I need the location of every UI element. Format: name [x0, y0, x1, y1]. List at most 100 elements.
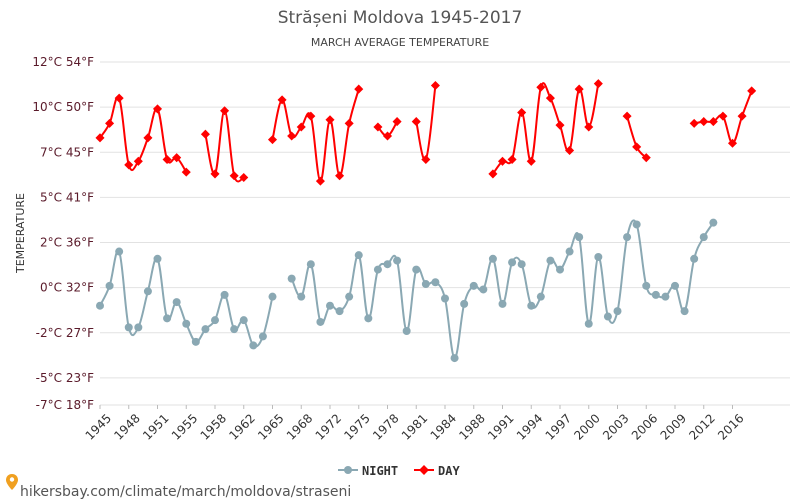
- night-point[interactable]: [412, 265, 421, 274]
- day-point[interactable]: [335, 171, 345, 181]
- day-point[interactable]: [124, 160, 134, 170]
- night-point[interactable]: [364, 314, 373, 323]
- day-point[interactable]: [152, 104, 163, 114]
- night-point[interactable]: [584, 319, 593, 328]
- day-point[interactable]: [565, 145, 575, 155]
- night-point[interactable]: [565, 247, 574, 256]
- night-point[interactable]: [201, 325, 210, 334]
- night-point[interactable]: [402, 326, 411, 335]
- night-point[interactable]: [460, 299, 469, 308]
- day-point[interactable]: [267, 135, 278, 145]
- day-point[interactable]: [632, 142, 642, 152]
- night-point[interactable]: [268, 292, 277, 301]
- legend-item-night[interactable]: NIGHT: [338, 464, 398, 478]
- night-point[interactable]: [690, 254, 699, 263]
- night-point[interactable]: [632, 220, 641, 229]
- day-point[interactable]: [488, 169, 498, 179]
- night-point[interactable]: [230, 325, 239, 334]
- day-point[interactable]: [747, 86, 757, 96]
- night-point[interactable]: [153, 254, 162, 263]
- night-point[interactable]: [239, 316, 248, 325]
- night-point[interactable]: [345, 292, 354, 301]
- night-point[interactable]: [191, 337, 200, 346]
- day-point[interactable]: [545, 93, 555, 103]
- night-point[interactable]: [498, 299, 507, 308]
- night-point[interactable]: [671, 281, 679, 290]
- night-point[interactable]: [623, 233, 632, 242]
- day-point[interactable]: [220, 106, 230, 116]
- day-point[interactable]: [229, 171, 239, 181]
- night-point[interactable]: [220, 290, 229, 299]
- night-point[interactable]: [105, 281, 114, 290]
- day-point[interactable]: [622, 111, 632, 121]
- night-point[interactable]: [527, 301, 536, 310]
- day-point[interactable]: [737, 111, 747, 121]
- night-point[interactable]: [651, 290, 660, 299]
- day-point[interactable]: [718, 111, 728, 121]
- night-point[interactable]: [642, 281, 651, 290]
- night-point[interactable]: [306, 260, 315, 269]
- day-point[interactable]: [287, 131, 297, 141]
- night-point[interactable]: [373, 265, 382, 274]
- night-point[interactable]: [709, 218, 718, 227]
- night-point[interactable]: [211, 316, 219, 325]
- night-point[interactable]: [297, 292, 306, 301]
- night-point[interactable]: [143, 287, 152, 296]
- night-point[interactable]: [258, 332, 267, 341]
- night-point[interactable]: [450, 354, 459, 363]
- night-point[interactable]: [661, 292, 670, 301]
- day-point[interactable]: [105, 118, 115, 128]
- night-point[interactable]: [546, 256, 555, 265]
- night-point[interactable]: [115, 247, 124, 256]
- day-point[interactable]: [392, 117, 402, 127]
- night-point[interactable]: [508, 258, 517, 267]
- day-point[interactable]: [536, 82, 546, 92]
- night-point[interactable]: [287, 274, 296, 283]
- day-point[interactable]: [584, 122, 594, 132]
- night-point[interactable]: [134, 323, 143, 332]
- night-point[interactable]: [556, 265, 564, 274]
- day-point[interactable]: [699, 117, 709, 127]
- day-point[interactable]: [133, 156, 143, 166]
- day-point[interactable]: [162, 154, 172, 165]
- day-point[interactable]: [430, 80, 440, 90]
- night-point[interactable]: [613, 307, 622, 316]
- legend-item-day[interactable]: DAY: [414, 464, 460, 478]
- night-point[interactable]: [441, 294, 449, 303]
- night-point[interactable]: [172, 298, 181, 307]
- day-point[interactable]: [325, 115, 335, 125]
- night-point[interactable]: [354, 251, 363, 260]
- night-point[interactable]: [316, 317, 325, 326]
- night-point[interactable]: [326, 301, 334, 310]
- footer[interactable]: hikersbay.com/climate/march/moldova/stra…: [6, 474, 351, 500]
- night-point[interactable]: [469, 281, 478, 290]
- night-point[interactable]: [680, 307, 689, 316]
- night-point[interactable]: [182, 319, 191, 328]
- night-point[interactable]: [124, 323, 133, 332]
- day-point[interactable]: [143, 133, 153, 143]
- day-point[interactable]: [354, 84, 364, 94]
- night-point[interactable]: [479, 285, 488, 294]
- night-point[interactable]: [163, 314, 172, 323]
- night-point[interactable]: [488, 254, 497, 263]
- day-point[interactable]: [210, 169, 220, 179]
- day-point[interactable]: [315, 176, 325, 186]
- night-point[interactable]: [431, 278, 440, 287]
- day-point[interactable]: [411, 117, 421, 127]
- day-point[interactable]: [507, 154, 517, 165]
- footer-url[interactable]: hikersbay.com/climate/march/moldova/stra…: [20, 484, 351, 500]
- night-point[interactable]: [699, 233, 708, 242]
- day-point[interactable]: [239, 173, 249, 183]
- night-point[interactable]: [393, 256, 402, 265]
- night-point[interactable]: [383, 260, 392, 269]
- day-point[interactable]: [517, 108, 527, 118]
- day-point[interactable]: [373, 122, 383, 132]
- night-point[interactable]: [335, 307, 344, 316]
- day-point[interactable]: [526, 156, 536, 166]
- day-point[interactable]: [555, 120, 565, 130]
- night-point[interactable]: [575, 233, 584, 242]
- day-point[interactable]: [344, 118, 354, 128]
- night-point[interactable]: [594, 252, 603, 261]
- day-point[interactable]: [689, 118, 699, 128]
- day-point[interactable]: [181, 167, 191, 177]
